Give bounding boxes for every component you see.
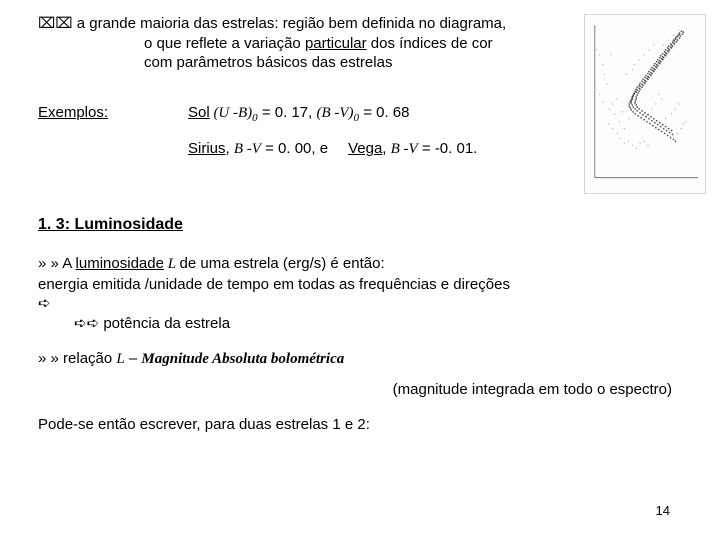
color-index-diagram xyxy=(584,14,706,194)
sirius-label: Sirius xyxy=(188,140,226,157)
relation-line: » » relação L – Magnitude Absoluta bolom… xyxy=(38,349,682,370)
luminosity-definition-line1: » » A luminosidade L de uma estrela (erg… xyxy=(38,254,682,275)
bullet1-text: a grande maioria das estrelas: região be… xyxy=(73,15,507,32)
exemplos-label: Exemplos: xyxy=(38,103,188,160)
arrow-line-1: ➪ xyxy=(38,294,682,314)
particular-underline: particular xyxy=(305,35,367,52)
final-statement: Pode-se então escrever, para duas estrel… xyxy=(38,415,682,435)
bullet-glyphs: ⌧⌧ xyxy=(38,15,73,32)
arrow-line-2: ➪➪ potência da estrela xyxy=(38,314,682,334)
luminosity-definition-line2: energia emitida /unidade de tempo em tod… xyxy=(38,275,682,295)
sol-label: Sol xyxy=(188,104,210,121)
section-title-luminosidade: 1. 3: Luminosidade xyxy=(38,215,682,236)
magnitude-bolometrica: Magnitude Absoluta bolométrica xyxy=(141,351,344,367)
magnitude-integrated-note: (magnitude integrada em todo o espectro) xyxy=(38,380,682,400)
potencia-text: potência da estrela xyxy=(103,315,230,332)
vega-label: Vega xyxy=(348,140,382,157)
page-number: 14 xyxy=(656,503,670,520)
